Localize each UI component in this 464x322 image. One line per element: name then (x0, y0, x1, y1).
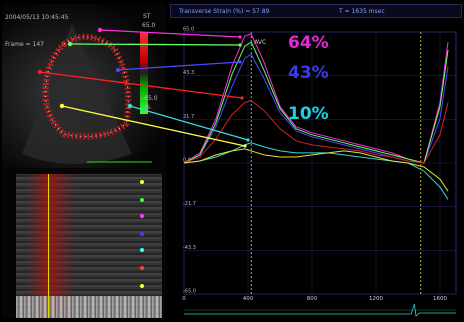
segment-marker (140, 284, 144, 288)
y-tick-label: 65.0 (183, 27, 194, 33)
x-tick-label: 800 (307, 296, 318, 302)
strain-series-line[interactable] (183, 142, 449, 200)
x-tick-label: 400 (243, 296, 254, 302)
segment-marker (140, 232, 144, 236)
frame-label: Frame = 147 (5, 41, 44, 48)
percent-label-cyan: 10% (288, 104, 329, 124)
y-tick-label: -21.7 (183, 201, 196, 207)
segment-marker (140, 198, 144, 202)
timestamp: 2004/05/13 10:45:45 (5, 14, 69, 21)
y-tick-label: 0.0 (183, 158, 191, 164)
y-tick-label: -65.0 (183, 289, 196, 295)
m-mode-view[interactable] (16, 174, 162, 318)
strain-series-line[interactable] (183, 41, 449, 164)
m-mode-ecg-strip (16, 296, 162, 318)
segment-marker (140, 214, 144, 218)
x-tick-label: 1200 (369, 296, 383, 302)
percent-label-magenta: 64% (288, 33, 329, 53)
colorbar-top-label: ST (143, 13, 151, 20)
chart-header: Transverse Strain (%) = 57.89 T = 1635 m… (170, 4, 462, 18)
colorbar-max-label: 65.0 (142, 22, 156, 29)
y-tick-label: 43.3 (183, 70, 194, 76)
echo-view[interactable]: 2004/05/13 10:45:45 Frame = 147 ST 65.0 … (2, 4, 166, 168)
segment-marker (140, 248, 144, 252)
strain-series-line[interactable] (183, 148, 449, 192)
m-mode-strain-band (26, 174, 76, 318)
time-readout: T = 1635 msec (339, 8, 385, 15)
segment-marker (140, 180, 144, 184)
avc-label: AVC (254, 39, 266, 46)
y-tick-label: -43.3 (183, 245, 196, 251)
m-mode-time-cursor[interactable] (48, 174, 49, 318)
colorbar-unit-label: % (145, 104, 151, 111)
x-tick-label: 0 (182, 296, 186, 302)
segment-marker (140, 266, 144, 270)
colorbar-min-label: -65.0 (142, 95, 158, 102)
ecg-trace (184, 303, 456, 317)
x-tick-label: 1600 (433, 296, 447, 302)
percent-label-blue: 43% (288, 63, 329, 83)
image-panel: 2004/05/13 10:45:45 Frame = 147 ST 65.0 … (2, 4, 166, 318)
strain-readout: Transverse Strain (%) = 57.89 (179, 8, 270, 15)
y-tick-label: 21.7 (183, 114, 194, 120)
